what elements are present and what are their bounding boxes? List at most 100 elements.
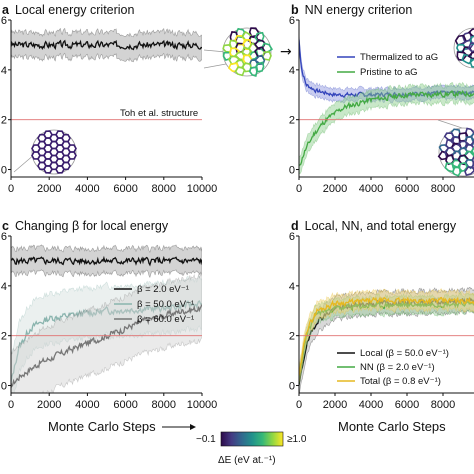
panel-c-x-tick-label: 2000 — [37, 399, 61, 411]
panel-a-structure-inset — [13, 129, 77, 175]
inset-leader-line — [203, 63, 227, 69]
svg-text:bNN energy criterion: b NN energy criterion — [291, 3, 412, 17]
panel-c-title: Changing β for local energy — [15, 219, 169, 233]
panel-c-series-0-line — [11, 255, 202, 267]
panel-a-x-tick-label: 2000 — [37, 183, 61, 195]
lattice-ring — [471, 156, 474, 165]
panel-b-title: NN energy criterion — [305, 3, 413, 17]
panel-a: a Local energy criterion 0 2000 4000 6000 800… — [1, 3, 217, 195]
lattice-ring — [457, 154, 469, 166]
panel-d-y-tick-label: 4 — [289, 281, 295, 293]
panel-a-series-0-line — [11, 39, 202, 51]
panel-d-letter: d — [291, 219, 299, 233]
lattice-ring — [61, 161, 71, 171]
panel-d-title: Local, NN, and total energy — [305, 219, 457, 233]
panel-a-x-tick-label: 0 — [8, 183, 14, 195]
panel-c-series-2-band — [11, 272, 202, 393]
lattice-ring — [472, 161, 474, 173]
panel-c-plot: 0 2000 4000 6000 8000 10000 0 2 4 6 — [1, 231, 218, 411]
panel-c-series-1-band — [11, 275, 202, 393]
x-axis-title-left-text: Monte Carlo Steps — [48, 419, 156, 434]
amorphous-lattice — [222, 27, 273, 78]
inset-leader-line — [437, 119, 463, 129]
panel-a-plot: 0 2000 4000 6000 8000 10000 0 2 4 6 — [1, 15, 217, 195]
panel-d-x-tick-label: 8000 — [431, 399, 455, 411]
panel-c-y-tick-label: 2 — [1, 331, 7, 343]
colorbar-title: ΔE (eV at.⁻¹) — [218, 455, 276, 466]
panel-a-title: Local energy criterion — [15, 3, 135, 17]
panel-c-x-tick-label: 8000 — [152, 399, 176, 411]
colorbar-min-label: −0.1 — [196, 434, 216, 445]
lattice-ring — [469, 146, 474, 157]
panel-b-structure-insets — [437, 27, 474, 177]
panel-a-y-tick-label: 0 — [1, 165, 7, 177]
panel-a-y-tick-label: 4 — [1, 65, 7, 77]
panel-c-y-tick-label: 6 — [1, 231, 7, 243]
colorbar-max-label: ≥1.0 — [287, 434, 307, 445]
inset-leader-line — [203, 49, 227, 53]
panel-c-legend: β = 2.0 eV⁻¹ β = 50.0 eV⁻¹ β = 60.0 eV⁻¹ — [114, 284, 194, 325]
lattice-ring — [248, 66, 259, 78]
panel-b-plot: 0 2000 4000 6000 8000 0 2 4 6 — [289, 15, 474, 195]
panel-c-y-tick-label: 0 — [1, 381, 7, 393]
panel-a-x-tick-label: 6000 — [113, 183, 137, 195]
panel-b: b NN energy criterion 0 2000 4000 6000 8000 0 2… — [289, 3, 474, 195]
panel-b-x-tick-label: 0 — [296, 183, 302, 195]
panel-a-x-tick-label: 10000 — [187, 183, 218, 195]
legend-local: Local (β = 50.0 eV⁻¹) — [360, 348, 449, 359]
panel-d-x-tick-label: 6000 — [395, 399, 419, 411]
panel-d-series-1-band — [299, 291, 474, 388]
panel-b-series-1-band — [299, 81, 474, 175]
panel-a-x-tick-label: 4000 — [75, 183, 99, 195]
panel-d-x-tick-label: 4000 — [359, 399, 383, 411]
lattice-ring — [469, 35, 474, 45]
pristine-lattice — [437, 127, 474, 177]
panel-c-series-2-line — [11, 304, 202, 388]
panel-b-series-1-line — [299, 89, 474, 166]
legend-pristine: Pristine to aG — [360, 67, 418, 78]
panel-b-y-tick-label: 6 — [289, 15, 295, 27]
panel-c-x-tick-label: 4000 — [75, 399, 99, 411]
legend-nn: NN (β = 2.0 eV⁻¹) — [360, 362, 435, 373]
panel-b-y-tick-label: 4 — [289, 65, 295, 77]
panel-c-letter: c — [2, 219, 9, 233]
panel-a-letter: a — [2, 3, 10, 17]
panel-c-x-tick-label: 10000 — [187, 399, 218, 411]
panel-b-x-tick-label: 4000 — [359, 183, 383, 195]
lattice-ring — [470, 133, 474, 143]
panel-b-x-tick-label: 6000 — [395, 183, 419, 195]
colorbar: −0.1 ≥1.0 ΔE (eV at.⁻¹) — [196, 431, 307, 466]
panel-b-x-tick-label: 8000 — [431, 183, 455, 195]
panel-d: d Local, NN, and total energy 0 2000 4000 60… — [289, 219, 474, 411]
panel-c-y-tick-label: 4 — [1, 281, 7, 293]
panel-b-series-0-band — [299, 33, 474, 104]
lattice-ring — [469, 58, 474, 68]
legend-beta50: β = 50.0 eV⁻¹ — [137, 299, 194, 310]
lattice-ring — [464, 166, 474, 177]
panel-c-x-tick-label: 0 — [8, 399, 14, 411]
honeycomb-lattice — [31, 130, 77, 174]
colorbar-gradient — [220, 431, 284, 447]
lattice-ring — [458, 162, 469, 173]
panel-d-y-tick-label: 6 — [289, 231, 295, 243]
panel-d-series-0-band — [299, 286, 474, 393]
panel-b-y-tick-label: 2 — [289, 115, 295, 127]
panel-d-series-2-band — [299, 288, 474, 385]
panel-c-x-tick-label: 6000 — [113, 399, 137, 411]
panel-a-y-tick-label: 2 — [1, 115, 7, 127]
panel-a-x-tick-label: 8000 — [152, 183, 176, 195]
legend-thermalized: Thermalized to aG — [360, 52, 438, 63]
lattice-ring — [260, 42, 273, 54]
panel-b-x-tick-label: 2000 — [323, 183, 347, 195]
x-axis-title-right-text: Monte Carlo Steps — [338, 419, 446, 434]
panel-d-series-2-line — [299, 296, 474, 377]
x-axis-title-left: Monte Carlo Steps — [48, 419, 196, 434]
panel-c: c Changing β for local energy 0 2000 4000 60… — [1, 219, 218, 411]
panel-b-letter: b — [291, 3, 299, 17]
panel-a-y-tick-label: 6 — [1, 15, 7, 27]
arrow-right-icon: → — [280, 44, 292, 60]
